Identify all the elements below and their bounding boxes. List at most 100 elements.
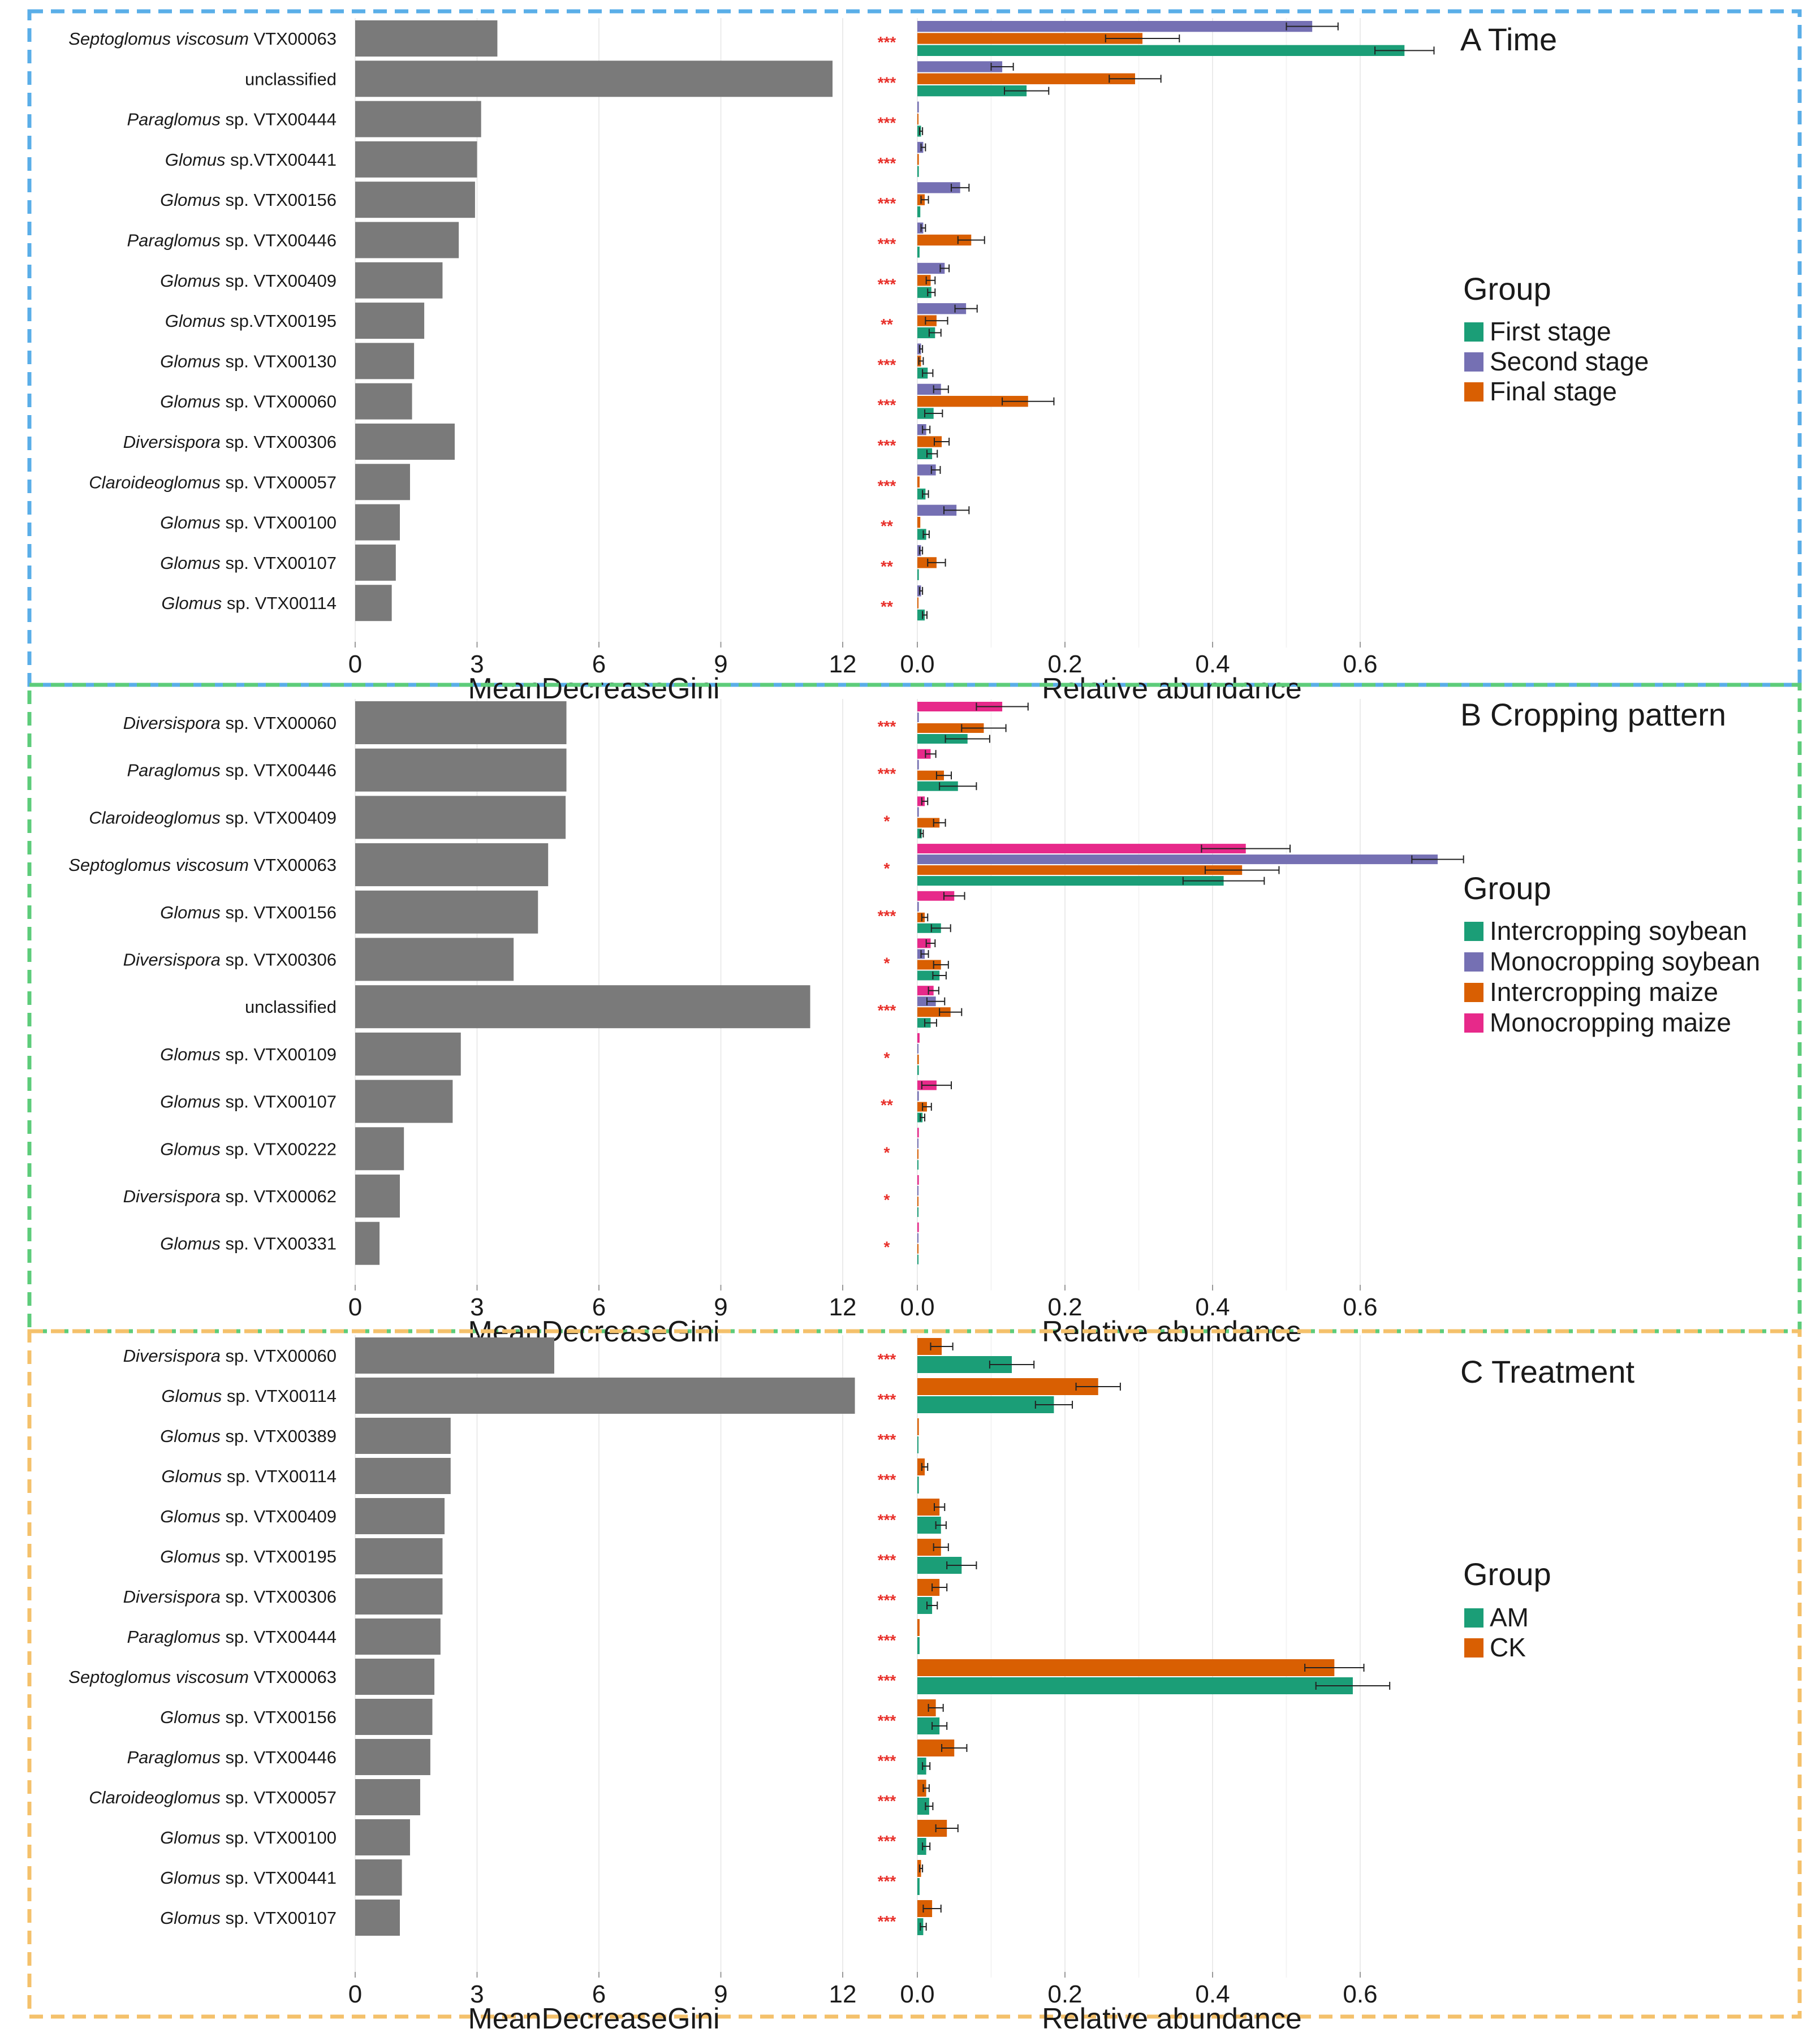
legend-swatch (1464, 352, 1483, 372)
abundance-bar (917, 1175, 919, 1185)
abundance-bar (917, 182, 960, 193)
row-label-genus: Glomus (161, 593, 222, 613)
panel-c: Diversispora sp. VTX00060 *** Glomus sp. V… (27, 1329, 1802, 2033)
significance-mark: *** (878, 1832, 896, 1850)
row-label-rest: sp. VTX00057 (221, 1788, 337, 1807)
legend-entry: Intercropping soybean (1490, 916, 1747, 946)
gini-axis-title: MeanDecreaseGini (468, 2002, 719, 2033)
panel-title: B Cropping pattern (1460, 697, 1726, 732)
abundance-bar (917, 504, 957, 516)
row-label: Glomus sp.VTX00195 (165, 311, 337, 331)
row-label: Glomus sp. VTX00409 (160, 1507, 337, 1526)
gini-tick-label: 9 (714, 650, 727, 678)
gini-bar (355, 1080, 453, 1123)
row-label: Glomus sp. VTX00195 (160, 1547, 337, 1566)
abundance-bar (917, 1244, 918, 1254)
row-label: Septoglomus viscosum VTX00063 (68, 29, 337, 49)
abundance-bar (917, 1207, 918, 1217)
row-label-genus: Glomus (160, 1828, 221, 1848)
legend-swatch (1464, 322, 1483, 342)
row-label-genus: Paraglomus (127, 231, 221, 251)
abundance-bar (917, 1378, 1098, 1395)
row-label-rest: sp. VTX00107 (221, 1092, 337, 1112)
row-label-genus: Paraglomus (127, 1627, 221, 1647)
abundance-bar (917, 723, 984, 733)
gini-bar (355, 1739, 430, 1775)
significance-mark: * (884, 1143, 890, 1161)
abundance-bar (917, 1838, 926, 1855)
abundance-bar (917, 1780, 926, 1797)
row-label-rest: sp. VTX00156 (221, 903, 337, 922)
row-label-rest: sp. VTX00114 (222, 593, 337, 613)
gini-bar (355, 1498, 445, 1534)
significance-mark: ** (881, 598, 893, 615)
gini-tick-label: 12 (829, 1293, 857, 1321)
abundance-bar (917, 891, 955, 901)
significance-mark: *** (878, 235, 896, 253)
gini-bar (355, 424, 455, 460)
abundance-bar (917, 1659, 1335, 1676)
row-label-rest: sp. VTX00446 (221, 231, 337, 251)
abundance-bar (917, 275, 931, 286)
legend-swatch (1464, 382, 1483, 402)
significance-mark: *** (878, 1551, 896, 1569)
row-label-genus: Glomus (160, 1234, 221, 1254)
abundance-bar (917, 1033, 920, 1043)
legend-entry: Monocropping maize (1490, 1008, 1731, 1037)
abundance-bar (917, 61, 1003, 72)
significance-mark: *** (878, 356, 896, 373)
row-label: Glomus sp. VTX00107 (160, 1092, 337, 1112)
abundance-tick-label: 0.2 (1047, 1980, 1082, 2008)
row-label: Claroideoglomus sp. VTX00057 (89, 1788, 337, 1807)
abundance-bar (917, 396, 1028, 407)
abundance-bar (917, 1436, 918, 1453)
panel-b: Diversispora sp. VTX00060 ***Paraglomus s… (27, 683, 1802, 1348)
significance-mark: *** (878, 275, 896, 293)
gini-bar (355, 1578, 443, 1615)
abundance-bar (917, 796, 925, 806)
significance-mark: *** (878, 1872, 896, 1890)
abundance-bar (917, 73, 1135, 84)
abundance-bar (917, 85, 1027, 97)
abundance-bar (917, 1233, 918, 1243)
row-label: Glomus sp.VTX00441 (165, 150, 337, 170)
abundance-bar (917, 1222, 919, 1232)
abundance-bar (917, 1758, 926, 1775)
abundance-tick-label: 0.6 (1343, 650, 1377, 678)
legend-swatch (1464, 983, 1483, 1002)
significance-mark: *** (878, 1391, 896, 1408)
row-label-rest: sp. VTX00409 (221, 271, 337, 291)
gini-bar (355, 1418, 451, 1454)
row-label: Paraglomus sp. VTX00446 (127, 761, 337, 780)
row-label-genus: Septoglomus viscosum (68, 1667, 249, 1687)
abundance-bar (917, 557, 937, 568)
row-label-rest: sp. VTX00107 (221, 553, 337, 573)
significance-mark: * (884, 812, 890, 830)
legend-entry: Monocropping soybean (1490, 947, 1760, 976)
abundance-tick-label: 0.2 (1047, 1293, 1082, 1321)
row-label-genus: Diversispora (123, 713, 221, 733)
row-label-rest: sp. VTX00060 (221, 1346, 337, 1366)
row-label: Septoglomus viscosum VTX00063 (68, 855, 337, 875)
significance-mark: * (884, 1049, 890, 1067)
row-label-rest: sp.VTX00195 (226, 311, 337, 331)
abundance-tick-label: 0.6 (1343, 1980, 1377, 2008)
significance-mark: *** (878, 195, 896, 212)
abundance-bar (917, 1637, 920, 1654)
significance-mark: ** (881, 316, 893, 333)
row-label: Septoglomus viscosum VTX00063 (68, 1667, 337, 1687)
abundance-bar (917, 807, 919, 817)
abundance-bar (917, 1254, 918, 1264)
row-label: Glomus sp. VTX00100 (160, 1828, 337, 1848)
significance-mark: *** (878, 74, 896, 91)
row-label-genus: Glomus (160, 513, 221, 533)
gini-bar (355, 1659, 435, 1695)
gini-tick-label: 0 (348, 650, 362, 678)
abundance-bar (917, 529, 926, 540)
row-label-genus: Septoglomus viscosum (68, 855, 249, 875)
gini-bar (355, 222, 459, 258)
gini-tick-label: 9 (714, 1980, 727, 2008)
gini-bar (355, 383, 412, 420)
gini-bar (355, 343, 415, 379)
row-label-genus: Paraglomus (127, 110, 221, 130)
